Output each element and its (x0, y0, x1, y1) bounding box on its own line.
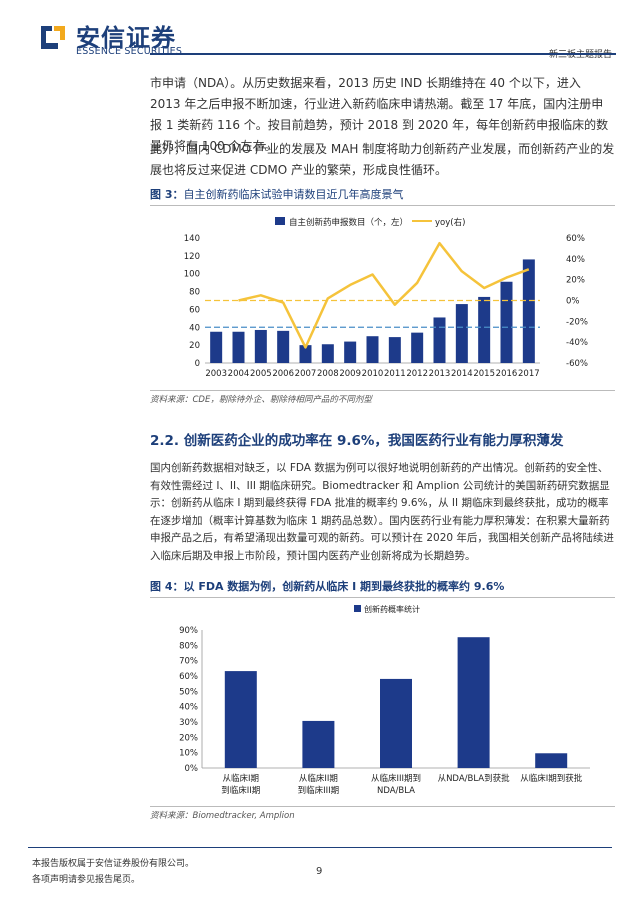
x-tick-label: 2005 (250, 369, 272, 379)
y-right-tick-label: 40% (566, 255, 585, 265)
figure-4-caption: 以 FDA 数据为例，创新药从临床 I 期到最终获批的概率约 9.6% (183, 580, 505, 593)
bar-application-count (500, 281, 513, 363)
bar-success-probability (457, 637, 490, 768)
y-tick-label: 30% (179, 718, 198, 728)
bar-application-count (344, 341, 357, 363)
footer-copyright: 本报告版权属于安信证券股份有限公司。 (32, 859, 195, 869)
x-tick-label: 从临床II期到临床III期 (298, 773, 340, 796)
figure-4-title: 图 4：以 FDA 数据为例，创新药从临床 I 期到最终获批的概率约 9.6% (150, 578, 615, 598)
legend-label-line: yoy(右) (435, 217, 465, 228)
figure-3-source-divider (150, 390, 615, 391)
figure-3-chart: 自主创新药申报数目（个，左） yoy(右) 0 20 40 60 80 100 120 140 -6… (184, 217, 588, 379)
bar-success-probability (224, 671, 257, 768)
bar-application-count (277, 330, 290, 363)
figure-3-label: 图 3： (150, 188, 184, 201)
footer-disclaimer: 各项声明请参见报告尾页。 (32, 875, 141, 885)
y-left-tick-label: 40 (189, 323, 200, 333)
x-tick-label: 2007 (295, 369, 317, 379)
bar-application-count (455, 304, 468, 363)
x-tick-label: 2004 (228, 369, 250, 379)
y-right-tick-label: 0% (566, 297, 580, 307)
bar-application-count (478, 296, 491, 363)
y-left-tick-label: 0 (195, 359, 200, 369)
y-tick-label: 0% (185, 764, 199, 774)
figure-4-source: 资料来源：Biomedtracker, Amplion (150, 811, 295, 821)
x-tick-label: 2013 (429, 369, 451, 379)
y-tick-label: 90% (179, 626, 198, 636)
legend-swatch-bars (275, 217, 285, 225)
paragraph-fda-success: 国内创新药数据相对缺乏，以 FDA 数据为例可以很好地说明创新药的产出情况。创新… (150, 462, 614, 562)
line-yoy (238, 241, 530, 349)
y-left-tick-label: 120 (184, 252, 200, 262)
bar-application-count (210, 331, 223, 363)
y-tick-label: 50% (179, 687, 198, 697)
bar-application-count (299, 345, 312, 363)
paragraph-cdmo: 此外，国内 CDMO 产业的发展及 MAH 制度将助力创新药产业发展，而创新药产… (150, 142, 615, 177)
y-right-tick-label: 60% (566, 234, 585, 244)
y-tick-label: 70% (179, 657, 198, 667)
logo-text-en: ESSENCE SECURITIES (76, 46, 183, 57)
y-right-tick-label: -40% (566, 338, 588, 348)
y-left-tick-label: 20 (189, 341, 200, 351)
figure-3-caption: 自主创新药临床试验申请数目近几年高度景气 (183, 188, 404, 201)
x-tick-label: 2016 (496, 369, 518, 379)
paragraph-nda-trend: 市申请（NDA）。从历史数据来看，2013 历史 IND 长期维持在 40 个以… (150, 76, 609, 153)
bar-application-count (321, 344, 334, 363)
x-tick-label: 从临床I期到临床II期 (221, 773, 260, 796)
x-tick-label: 2006 (272, 369, 294, 379)
bar-success-probability (380, 678, 412, 768)
y-left-tick-label: 80 (189, 288, 200, 298)
figure-4-chart: 创新药概率统计 0% 10% 20% 30% 40% 50% 60% 70% 80% 90% 从临床I… (179, 604, 590, 796)
x-tick-label: 从NDA/BLA到获批 (438, 773, 511, 784)
bar-application-count (411, 332, 424, 363)
bar-success-probability (535, 753, 568, 768)
x-tick-label: 从临床III期到 NDA/BLA (371, 773, 421, 796)
y-tick-label: 60% (179, 672, 198, 682)
company-logo-icon (41, 26, 65, 49)
legend-label-probability: 创新药概率统计 (364, 604, 420, 614)
x-tick-label: 2012 (406, 369, 428, 379)
y-tick-label: 80% (179, 641, 198, 651)
bar-application-count (433, 317, 446, 363)
x-tick-label: 2010 (362, 369, 384, 379)
y-left-tick-label: 100 (184, 270, 200, 280)
y-tick-label: 20% (179, 733, 198, 743)
figure-3-source: 资料来源：CDE，剔除待外企、剔除待相同产品的不同剂型 (150, 395, 372, 405)
logo-text-cn: 安信证券 (76, 24, 176, 52)
bar-application-count (366, 336, 379, 363)
figure-3-title: 图 3：自主创新药临床试验申请数目近几年高度景气 (150, 186, 615, 206)
bar-application-count (254, 329, 267, 363)
legend-swatch-probability (354, 605, 361, 612)
x-tick-label: 2011 (384, 369, 406, 379)
x-tick-label: 从临床I期到获批 (520, 773, 583, 784)
section-heading: 2.2. 创新医药企业的成功率在 9.6%，我国医药行业有能力厚积薄发 (150, 433, 564, 449)
y-tick-label: 10% (179, 749, 198, 759)
x-tick-label: 2008 (317, 369, 339, 379)
x-tick-label: 2015 (473, 369, 495, 379)
y-right-tick-label: -20% (566, 317, 588, 327)
x-tick-label: 2014 (451, 369, 473, 379)
x-tick-label: 2003 (205, 369, 227, 379)
legend-label-bars: 自主创新药申报数目（个，左） (289, 217, 408, 228)
x-tick-label: 2017 (518, 369, 540, 379)
bar-application-count (232, 331, 245, 363)
header-divider (150, 53, 616, 55)
footer-divider (28, 847, 612, 848)
y-tick-label: 40% (179, 703, 198, 713)
x-tick-label: 2009 (339, 369, 361, 379)
figure-4-source-divider (150, 806, 615, 807)
bar-application-count (522, 259, 535, 363)
y-left-tick-label: 60 (189, 305, 200, 315)
report-type: 新三板主题报告 (548, 50, 612, 60)
page-number: 9 (316, 866, 323, 877)
figure-4-label: 图 4： (150, 580, 184, 593)
y-right-tick-label: -60% (566, 359, 588, 369)
bar-application-count (388, 337, 401, 363)
y-right-tick-label: 20% (566, 276, 585, 286)
bar-success-probability (302, 720, 335, 768)
y-left-tick-label: 140 (184, 234, 200, 244)
